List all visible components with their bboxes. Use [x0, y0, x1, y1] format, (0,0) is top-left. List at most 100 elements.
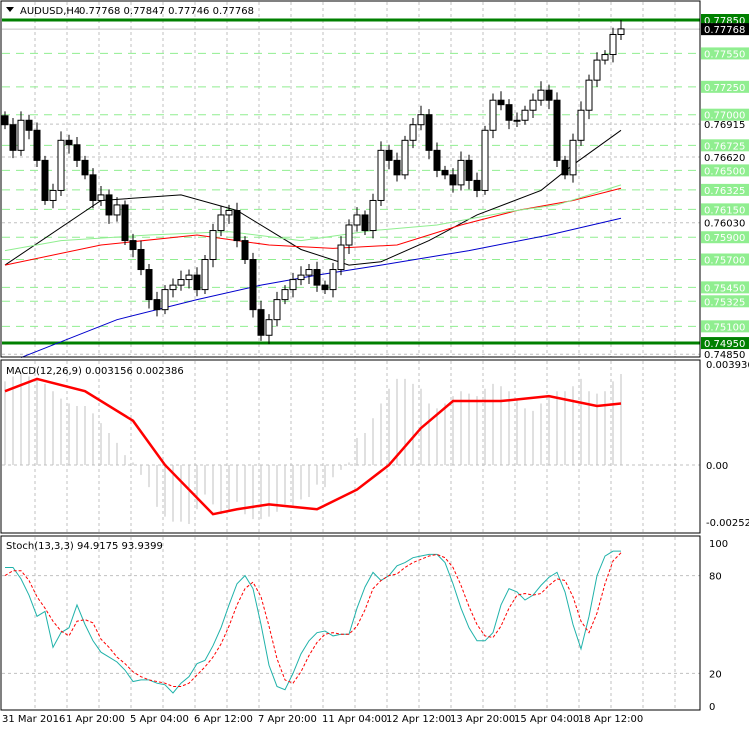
key-level-label-bg	[701, 337, 749, 350]
bear-candle	[433, 149, 441, 171]
level-label: 0.77550	[704, 49, 745, 60]
bull-candle	[281, 289, 289, 301]
bear-candle	[65, 139, 73, 146]
bull-candle	[113, 204, 121, 216]
level-label-bg	[701, 320, 749, 333]
triangle-down-icon[interactable]	[6, 7, 14, 12]
time-axis-label: 18 Apr 12:00	[578, 714, 643, 725]
stoch-title: Stoch(13,3,3) 94.9175 93.9399	[6, 541, 163, 552]
bear-candle	[313, 269, 321, 286]
bull-candle	[201, 259, 209, 291]
bear-candle	[129, 240, 137, 250]
bull-candle	[305, 269, 313, 276]
ohlc-values: 0.77768 0.77847 0.77746 0.77768	[79, 6, 254, 17]
bull-candle	[609, 33, 617, 56]
level-label: 0.75900	[704, 233, 745, 244]
bear-candle	[473, 179, 481, 191]
bull-candle	[585, 79, 593, 111]
bear-candle	[441, 169, 449, 176]
bear-candle	[9, 124, 17, 151]
level-label: 0.76325	[704, 186, 745, 197]
current-price-label: 0.77768	[704, 25, 745, 36]
stoch-axis-label: 20	[709, 669, 722, 680]
bull-candle	[537, 89, 545, 101]
bear-candle	[105, 194, 113, 216]
level-label: 0.75450	[704, 283, 745, 294]
bear-candle	[81, 159, 89, 176]
time-axis-label: 7 Apr 20:00	[258, 714, 317, 725]
bear-candle	[249, 259, 257, 311]
bull-candle	[417, 114, 425, 126]
bear-candle	[193, 274, 201, 291]
bear-candle	[257, 309, 265, 336]
bull-candle	[49, 189, 57, 201]
bear-candle	[145, 269, 153, 301]
bull-candle	[521, 109, 529, 121]
level-label: 0.76500	[704, 166, 745, 177]
bull-candle	[409, 124, 417, 141]
bull-candle	[481, 129, 489, 191]
level-label-bg	[701, 183, 749, 196]
ma-green-line	[4, 184, 622, 252]
main-panel[interactable]	[0, 0, 701, 358]
bear-candle	[393, 159, 401, 176]
level-label-bg	[701, 47, 749, 60]
bull-candle	[225, 209, 233, 216]
bear-candle	[321, 284, 329, 291]
bull-candle	[169, 284, 177, 291]
bull-candle	[513, 119, 521, 122]
bear-candle	[41, 159, 49, 201]
bull-candle	[353, 214, 361, 226]
bear-candle	[545, 89, 553, 101]
bear-candle	[233, 209, 241, 242]
bull-candle	[161, 289, 169, 311]
ma-red-line	[4, 187, 622, 266]
bull-candle	[329, 269, 337, 291]
bull-candle	[345, 224, 353, 246]
stoch-axis-label: 80	[709, 572, 722, 583]
level-label: 0.76725	[704, 141, 745, 152]
bull-candle	[617, 28, 625, 35]
bull-candle	[569, 139, 577, 176]
key-level-label: 0.77850	[704, 16, 745, 27]
ma-black-line	[4, 129, 622, 266]
macd-axis-label: 0.00	[706, 461, 728, 472]
bull-candle	[529, 99, 537, 111]
bull-candle	[577, 109, 585, 141]
current-price-label-bg	[701, 23, 749, 36]
stoch-signal-line	[4, 552, 622, 687]
bull-candle	[185, 274, 193, 281]
bear-candle	[25, 119, 33, 131]
bear-candle	[561, 159, 569, 176]
bull-candle	[457, 159, 465, 186]
bear-candle	[497, 99, 505, 106]
level-label-bg	[701, 108, 749, 121]
stoch-panel[interactable]	[0, 535, 701, 711]
time-axis-label: 15 Apr 04:00	[514, 714, 579, 725]
price-axis-label: 0.74850	[704, 350, 745, 361]
bull-candle	[297, 274, 305, 281]
bull-candle	[289, 279, 297, 291]
time-axis-label: 11 Apr 04:00	[322, 714, 387, 725]
bear-candle	[137, 248, 145, 271]
bear-candle	[121, 204, 129, 242]
bear-candle	[89, 174, 97, 201]
level-label-bg	[701, 231, 749, 244]
bear-candle	[73, 144, 81, 161]
bear-candle	[505, 104, 513, 121]
bull-candle	[369, 199, 377, 232]
bear-candle	[241, 240, 249, 261]
bull-candle	[601, 54, 609, 61]
macd-panel[interactable]	[0, 359, 701, 534]
bull-candle	[177, 279, 185, 286]
price-axis-label: 0.76030	[704, 219, 745, 230]
bull-candle	[593, 59, 601, 81]
bull-candle	[401, 139, 409, 176]
level-label: 0.75325	[704, 297, 745, 308]
stoch-axis-label: 0	[709, 702, 715, 713]
level-label-bg	[701, 80, 749, 93]
macd-axis-label: -0.002524	[706, 518, 749, 529]
bull-candle	[209, 230, 217, 261]
